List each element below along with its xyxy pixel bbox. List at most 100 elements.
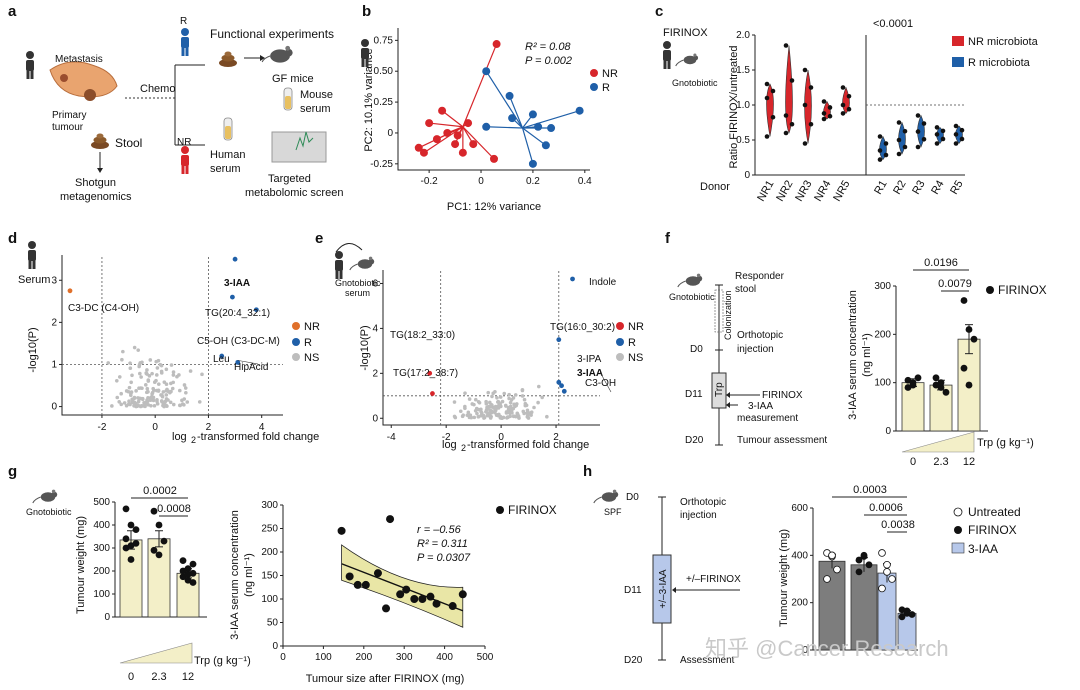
f-point-2.3 [937,379,945,387]
d-ns-point [164,393,169,397]
label-metabolomic-screen: metabolomic screen [245,187,343,199]
g-mouse-icon-body [40,492,56,502]
f-tl-d11: D11 [685,389,703,400]
e-ns-point [504,404,508,408]
h-point [908,611,916,618]
liver-pancreas-shape [49,61,118,98]
label-metagenomics: metagenomics [60,191,132,203]
e-ns-point [504,411,509,415]
d-ns-point [145,386,150,391]
g-ytick-label: 100 [93,589,110,600]
e-ns-point [532,405,536,410]
c-point-R1 [883,141,889,146]
d-ns-point [183,386,188,390]
primary-tumour-mark [84,89,96,101]
e-ns-point [520,387,525,392]
c-point-R2 [902,128,908,134]
b-xtick-label: 0.4 [578,176,592,187]
d-ns-point [120,357,124,362]
d-ns-point [144,390,149,395]
d-ns-point [146,402,151,407]
d-ns-point [124,403,129,408]
c-legend-nr: NR microbiota [968,36,1039,48]
e-title: Gnotobiotic [335,278,381,288]
mass-spec-machine [271,131,327,163]
g2-xtick-label: 300 [396,652,413,663]
b-point-NR [490,154,498,163]
c-point-NR5 [840,102,846,108]
f-point-12 [965,326,973,333]
nr-patient-icon-body [181,155,189,166]
e-xlabel: -transformed fold change [467,439,589,451]
d-ns-point [138,361,143,365]
b-point-R [508,114,517,123]
e-ns-point [536,400,540,405]
d-ns-point [169,363,174,367]
e-ns-point [505,416,509,420]
h-ytick-label: 200 [791,598,808,609]
d-ns-point [136,399,141,404]
d-ns-point [117,375,122,379]
e-ns-point [513,404,517,409]
h-point [828,551,836,560]
c-subtitle: Gnotobiotic [672,78,718,88]
b-point-NR [438,106,447,115]
d-ns-point [154,378,158,383]
f-point-2.3 [932,374,940,382]
g2-xtick-label: 500 [477,652,494,663]
f-firinox-arrowhead [726,392,730,398]
b-human-icon-head [361,39,369,47]
e-ns-point [513,414,518,419]
e-ns-point [463,404,467,409]
c-point-NR5 [846,93,852,99]
d-label-tg: TG(20:4_32:1) [205,308,270,319]
e-xtick-label: 0 [498,432,504,443]
e-ns-point [479,414,483,418]
e-ns-point [480,411,484,415]
h-pvalue-1: 0.0003 [853,484,887,496]
b-point-NR [458,148,467,157]
g2-point [337,526,346,535]
h-bar [850,564,878,651]
c-point-NR4 [827,113,833,119]
h-point [878,584,886,593]
stool-icon-mid [93,136,107,144]
c-point-R5 [953,141,959,146]
f-bar-0 [901,382,925,432]
d-ns-point [130,400,135,405]
d-legend-r: R [304,337,312,349]
patient-icon-leg-left [26,70,30,79]
g2-point [402,585,411,594]
c-point-NR2 [783,130,789,136]
h-legend-firinox: FIRINOX [968,523,1017,537]
e-hit-3-IAA [559,383,564,389]
e-ns-point [484,399,488,404]
c-xtick-label: NR3 [793,179,814,204]
arrow-head-mice [260,55,265,61]
e-ns-point [545,414,549,419]
d-ns-point [129,380,133,385]
d-ns-point [124,389,129,393]
f-ytick-label: 300 [874,281,891,292]
label-chemo: Chemo [140,83,175,95]
e-legend-ns-dot [616,353,624,361]
d-ns-point [134,389,138,393]
e-ns-point [467,397,472,401]
e-legend-r-dot [616,338,624,346]
label-gf-mice: GF mice [272,73,314,85]
g-point-2.3 [160,537,168,545]
h-tl-firinox: +/–FIRINOX [686,574,741,585]
c-ylabel: Ratio FIRINOX/untreated [728,46,740,169]
e-ns-point [506,405,511,410]
e-mouse-icon-head [368,258,375,265]
d-ns-point [117,399,121,404]
h-point [883,560,891,569]
label-mouse: Mouse [300,89,333,101]
h-mouse-icon-body [601,492,617,502]
c-xtick-label: NR1 [755,179,776,204]
f-trp-box [711,372,727,409]
b-point-R [547,124,556,133]
e-ns-point [522,411,526,416]
label-tumour: tumour [52,122,84,133]
b-point-R [482,122,491,131]
